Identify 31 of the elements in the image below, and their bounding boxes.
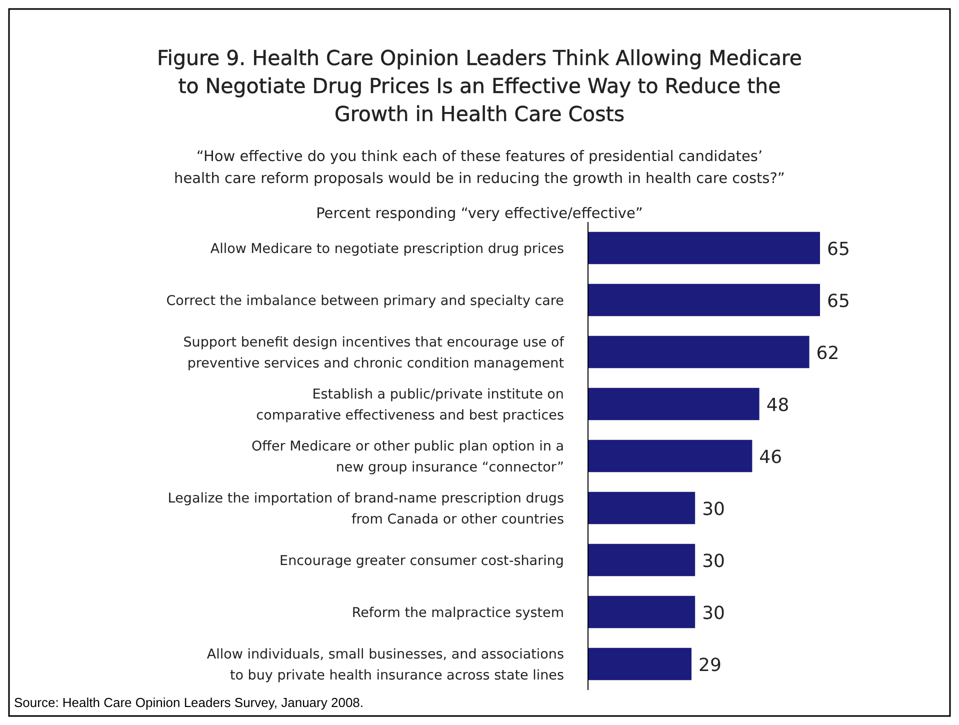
chart-title: Figure 9. Health Care Opinion Leaders Think Allowing Medicare to Negotiate Drug Prices Is an Effective Way to Reduce the Growth in Health Care Costs <box>156 46 802 126</box>
bar <box>588 232 820 264</box>
bar <box>588 648 692 680</box>
y-tick-label: Allow Medicare to negotiate prescription drug prices <box>210 241 564 257</box>
data-label: 65 <box>827 291 850 312</box>
y-tick-label: Reform the malpractice system <box>352 605 564 621</box>
bar <box>588 284 820 316</box>
data-label: 30 <box>702 551 725 572</box>
y-tick-label: Offer Medicare or other public plan option in a new group insurance “connector” <box>252 438 564 476</box>
bar <box>588 544 696 576</box>
data-label: 46 <box>759 447 782 468</box>
bar <box>588 596 696 628</box>
data-label: 62 <box>816 343 840 364</box>
y-tick-label: Correct the imbalance between primary and specialty care <box>166 293 564 309</box>
y-tick-label: Legalize the importation of brand-name prescription drugs from Canada or other countries <box>168 490 564 528</box>
y-tick-label: Allow individuals, small businesses, and associations to buy private health insurance across state lines <box>206 646 564 684</box>
bar <box>588 492 696 524</box>
data-label: 48 <box>766 395 790 416</box>
bar <box>588 336 810 368</box>
source-note: Source: Health Care Opinion Leaders Survey, January 2008. <box>14 695 364 710</box>
bar <box>588 388 760 420</box>
data-label: 65 <box>827 239 850 260</box>
chart-subtitle: “How effective do you think each of these features of presidential candidates’ health care reform proposals would be in reducing the growth in health care costs?” <box>174 149 785 187</box>
x-axis-title: Percent responding “very effective/effective” <box>316 206 643 222</box>
y-tick-label: Establish a public/private institute on comparative effectiveness and best practices <box>256 386 564 424</box>
data-label: 29 <box>698 655 722 676</box>
data-label: 30 <box>702 603 725 624</box>
y-tick-label: Encourage greater consumer cost-sharing <box>280 553 564 569</box>
bar <box>588 440 752 472</box>
y-tick-label: Support benefit design incentives that encourage use of preventive services and chronic condition management <box>183 334 566 372</box>
data-label: 30 <box>702 499 725 520</box>
